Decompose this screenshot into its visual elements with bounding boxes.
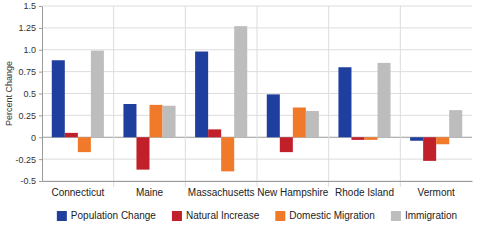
bar — [234, 26, 247, 137]
bar-series — [78, 105, 449, 172]
x-tick: Connecticut — [51, 181, 104, 198]
bar — [221, 137, 234, 171]
y-tick-mark — [39, 181, 42, 182]
bar — [267, 94, 280, 137]
legend: Population Change Natural Increase Domesti… — [57, 210, 457, 221]
legend-swatch — [275, 211, 285, 221]
bar — [163, 106, 176, 138]
x-tick-label: Maine — [136, 187, 164, 198]
legend-swatch — [391, 211, 401, 221]
x-tick-label: Massachusetts — [188, 187, 255, 198]
y-tick-label: 1.25 — [18, 23, 36, 33]
bar — [195, 52, 208, 138]
bar — [52, 60, 65, 137]
bar — [410, 137, 423, 141]
bar — [365, 137, 378, 140]
bars — [52, 26, 462, 171]
x-tick-label: New Hampshire — [257, 187, 329, 198]
x-tick: Rhode Island — [335, 181, 394, 198]
bar — [423, 137, 436, 161]
grid — [42, 6, 472, 187]
legend-item: Natural Increase — [172, 210, 260, 221]
y-tick-label: 0.75 — [18, 67, 36, 77]
x-tick-label: Rhode Island — [335, 187, 394, 198]
x-axis: Connecticut Maine MassachusettsNew Hampshi… — [43, 181, 473, 198]
y-tick: 0.5 — [23, 89, 42, 99]
y-tick: 1.25 — [18, 23, 42, 33]
bar — [338, 67, 351, 137]
x-axis-line — [43, 181, 473, 182]
y-axis-line — [42, 7, 43, 182]
category-separator — [257, 6, 258, 187]
bar — [436, 137, 449, 144]
y-tick: -0.25 — [15, 155, 42, 165]
x-tick-label: Connecticut — [51, 187, 104, 198]
y-tick-mark — [39, 137, 42, 138]
y-tick: 1.0 — [23, 45, 42, 55]
x-tick-label: Vermont — [418, 187, 455, 198]
legend-swatch — [172, 211, 182, 221]
y-axis-title: Percent Change — [4, 61, 14, 126]
bar — [351, 137, 364, 140]
x-tick: Massachusetts — [188, 181, 255, 198]
category-separator — [328, 6, 329, 187]
y-tick: 0.75 — [18, 67, 42, 77]
bar — [123, 104, 136, 137]
bar — [306, 111, 319, 137]
y-tick-label: 0.5 — [23, 89, 36, 99]
y-tick-mark — [39, 72, 42, 73]
x-tick: Vermont — [418, 181, 455, 198]
y-tick-label: 1.5 — [23, 1, 36, 11]
bar — [91, 51, 104, 138]
y-tick-label: -0.25 — [15, 155, 36, 165]
category-separator — [400, 6, 401, 187]
y-tick-mark — [39, 159, 42, 160]
chart: -0.5 -0.25 0 0.25 0.5 0.75 1.0 1.25 1.5 Connectic… — [0, 0, 480, 225]
plot: -0.5 -0.25 0 0.25 0.5 0.75 1.0 1.25 1.5 Connectic… — [15, 1, 472, 198]
legend-item: Domestic Migration — [275, 210, 375, 221]
category-separator — [113, 6, 114, 187]
bar — [449, 110, 462, 137]
y-tick: 1.5 — [23, 1, 42, 11]
legend-label: Population Change — [71, 210, 157, 221]
y-tick-mark — [39, 50, 42, 51]
y-axis: -0.5 -0.25 0 0.25 0.5 0.75 1.0 1.25 1.5 — [15, 1, 42, 186]
legend-item: Immigration — [391, 210, 457, 221]
bar — [136, 137, 149, 169]
bar — [78, 137, 91, 152]
y-tick-label: 0.25 — [18, 111, 36, 121]
bar — [378, 63, 391, 137]
legend-label: Immigration — [405, 210, 457, 221]
x-tick: Maine — [136, 181, 164, 198]
x-tick: New Hampshire — [257, 181, 329, 198]
bar — [293, 108, 306, 138]
y-tick-label: 1.0 — [23, 45, 36, 55]
y-tick-mark — [39, 28, 42, 29]
y-tick: 0 — [31, 133, 42, 143]
y-tick-mark — [39, 94, 42, 95]
y-tick-label: 0 — [31, 133, 36, 143]
y-tick-mark — [39, 6, 42, 7]
legend-swatch — [57, 211, 67, 221]
bar — [150, 105, 163, 137]
bar — [208, 129, 221, 137]
y-tick-label: -0.5 — [20, 176, 36, 186]
category-separator — [185, 6, 186, 187]
y-tick: -0.5 — [20, 176, 42, 186]
bar-series — [91, 26, 462, 137]
legend-label: Natural Increase — [186, 210, 260, 221]
bar — [65, 133, 78, 137]
y-tick: 0.25 — [18, 111, 42, 121]
y-tick-mark — [39, 115, 42, 116]
bar — [280, 137, 293, 152]
legend-item: Population Change — [57, 210, 157, 221]
legend-label: Domestic Migration — [289, 210, 375, 221]
